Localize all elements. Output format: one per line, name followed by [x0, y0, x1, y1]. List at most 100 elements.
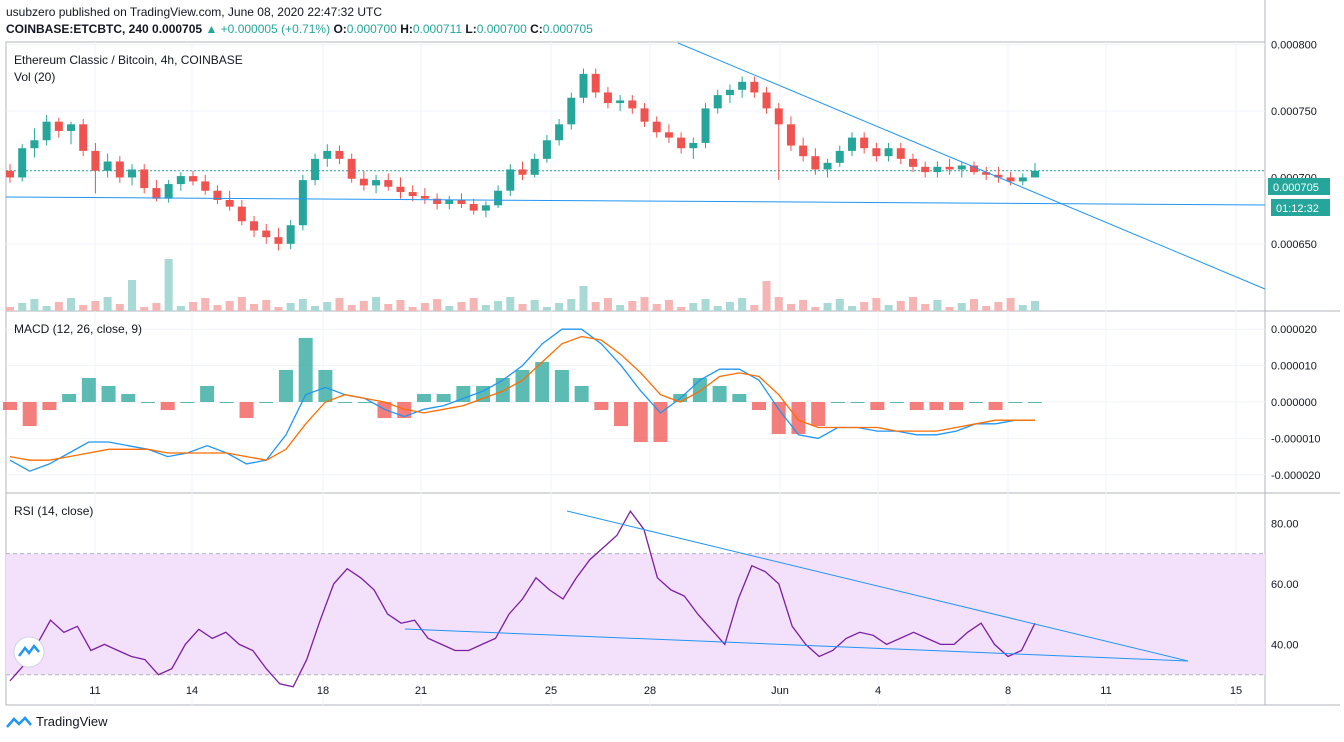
macd-hist-bar — [436, 393, 451, 402]
macd-hist-bar — [239, 402, 254, 419]
candle-body — [359, 178, 368, 186]
candle-body — [225, 200, 234, 207]
chart-logo-glyph-icon — [18, 643, 40, 657]
volume-bar — [384, 304, 393, 311]
volume-bar — [725, 302, 734, 311]
volume-bar — [506, 297, 515, 311]
candle-body — [725, 89, 734, 96]
candle-body — [530, 158, 539, 175]
macd-hist-bar — [732, 393, 747, 402]
price-change: +0.000005 (+0.71%) — [220, 22, 331, 36]
macd-hist-bar — [476, 385, 491, 402]
footer-brand[interactable]: TradingView — [6, 714, 108, 729]
volume-bar — [616, 305, 625, 311]
trendlines[interactable] — [5, 42, 1266, 662]
macd-hist-bar — [1008, 402, 1023, 403]
macd-hist-bar — [811, 402, 826, 427]
candle-body — [18, 148, 27, 178]
candle-body — [957, 165, 966, 170]
x-tick-label: 14 — [186, 685, 198, 697]
volume-bar — [884, 305, 893, 311]
volume-bar — [689, 303, 698, 311]
x-tick-label: 11 — [1100, 685, 1111, 697]
macd-hist-bar — [397, 402, 412, 419]
candlesticks — [6, 68, 1039, 251]
volume-bar — [786, 304, 795, 311]
price-tick-label: 0.000750 — [1271, 106, 1317, 118]
volume-bar — [750, 305, 759, 311]
candle-body — [945, 166, 954, 170]
candle-body — [213, 190, 222, 201]
countdown-tag — [1271, 199, 1330, 216]
macd-hist-bar — [3, 402, 17, 411]
macd-tick-label: -0.000020 — [1271, 470, 1321, 482]
volume-bar — [237, 297, 246, 311]
volume-bar — [677, 307, 686, 311]
candle-body — [91, 150, 100, 171]
price-pane-title: Ethereum Classic / Bitcoin, 4h, COINBASE — [14, 53, 243, 67]
candle-body — [128, 169, 137, 178]
signal-line — [9, 335, 1035, 461]
candle-body — [518, 169, 527, 175]
high-label: H: — [400, 22, 413, 36]
candle-body — [469, 203, 478, 211]
macd-hist-bar — [752, 402, 767, 411]
macd-hist-bar — [219, 402, 234, 403]
volume-bar — [982, 306, 991, 311]
volume-bar — [262, 300, 271, 311]
candle-body — [860, 137, 869, 149]
candle-body — [628, 100, 637, 109]
candle-body — [445, 200, 454, 204]
candle-body — [701, 108, 710, 143]
volume-bar — [140, 307, 149, 311]
volume-bar — [603, 298, 612, 311]
volume-bar — [30, 299, 39, 311]
open-value: 0.000700 — [346, 22, 397, 36]
volume-bar — [79, 305, 88, 311]
volume-bar — [921, 304, 930, 311]
candle-body — [896, 148, 905, 159]
candle-body — [164, 184, 173, 199]
candle-body — [921, 166, 930, 173]
volume-bar — [445, 306, 454, 311]
candle-body — [713, 95, 722, 109]
candle-body — [738, 81, 747, 90]
macd-hist-bar — [338, 402, 353, 403]
indicator-lines — [9, 328, 1036, 688]
candle-body — [652, 121, 661, 133]
candle-body — [591, 73, 600, 93]
volume-bar — [555, 303, 564, 311]
rsi-tick-label: 80.00 — [1271, 518, 1299, 530]
candle-body — [323, 150, 332, 159]
footer-brand-label: TradingView — [36, 714, 108, 729]
volume-bar — [823, 303, 832, 311]
macd-histogram — [3, 337, 1042, 443]
macd-hist-bar — [456, 385, 471, 402]
macd-hist-bar — [515, 369, 530, 402]
volume-bar — [347, 305, 356, 311]
volume-bar — [286, 303, 295, 311]
volume-bar — [164, 259, 173, 311]
macd-hist-bar — [712, 385, 727, 402]
macd-hist-bar — [554, 369, 569, 402]
macd-hist-bar — [870, 402, 885, 411]
macd-hist-bar — [160, 402, 175, 411]
volume-bar — [18, 303, 27, 311]
macd-hist-bar — [633, 402, 648, 443]
x-tick-label: Jun — [771, 685, 789, 697]
volume-bar — [250, 304, 259, 311]
macd-hist-bar — [890, 402, 905, 403]
price-tick-label: 0.000650 — [1271, 239, 1317, 251]
macd-pane-title: MACD (12, 26, close, 9) — [14, 322, 142, 336]
volume-bar — [6, 307, 14, 311]
candle-body — [286, 225, 295, 244]
candle-body — [774, 108, 783, 125]
candle-body — [54, 121, 63, 131]
rsi-band-fill — [6, 553, 1265, 675]
candle-body — [30, 140, 39, 149]
volume-bar — [481, 305, 490, 311]
volume-bar — [860, 302, 869, 311]
candle-body — [677, 137, 686, 149]
volume-bar — [494, 301, 503, 311]
